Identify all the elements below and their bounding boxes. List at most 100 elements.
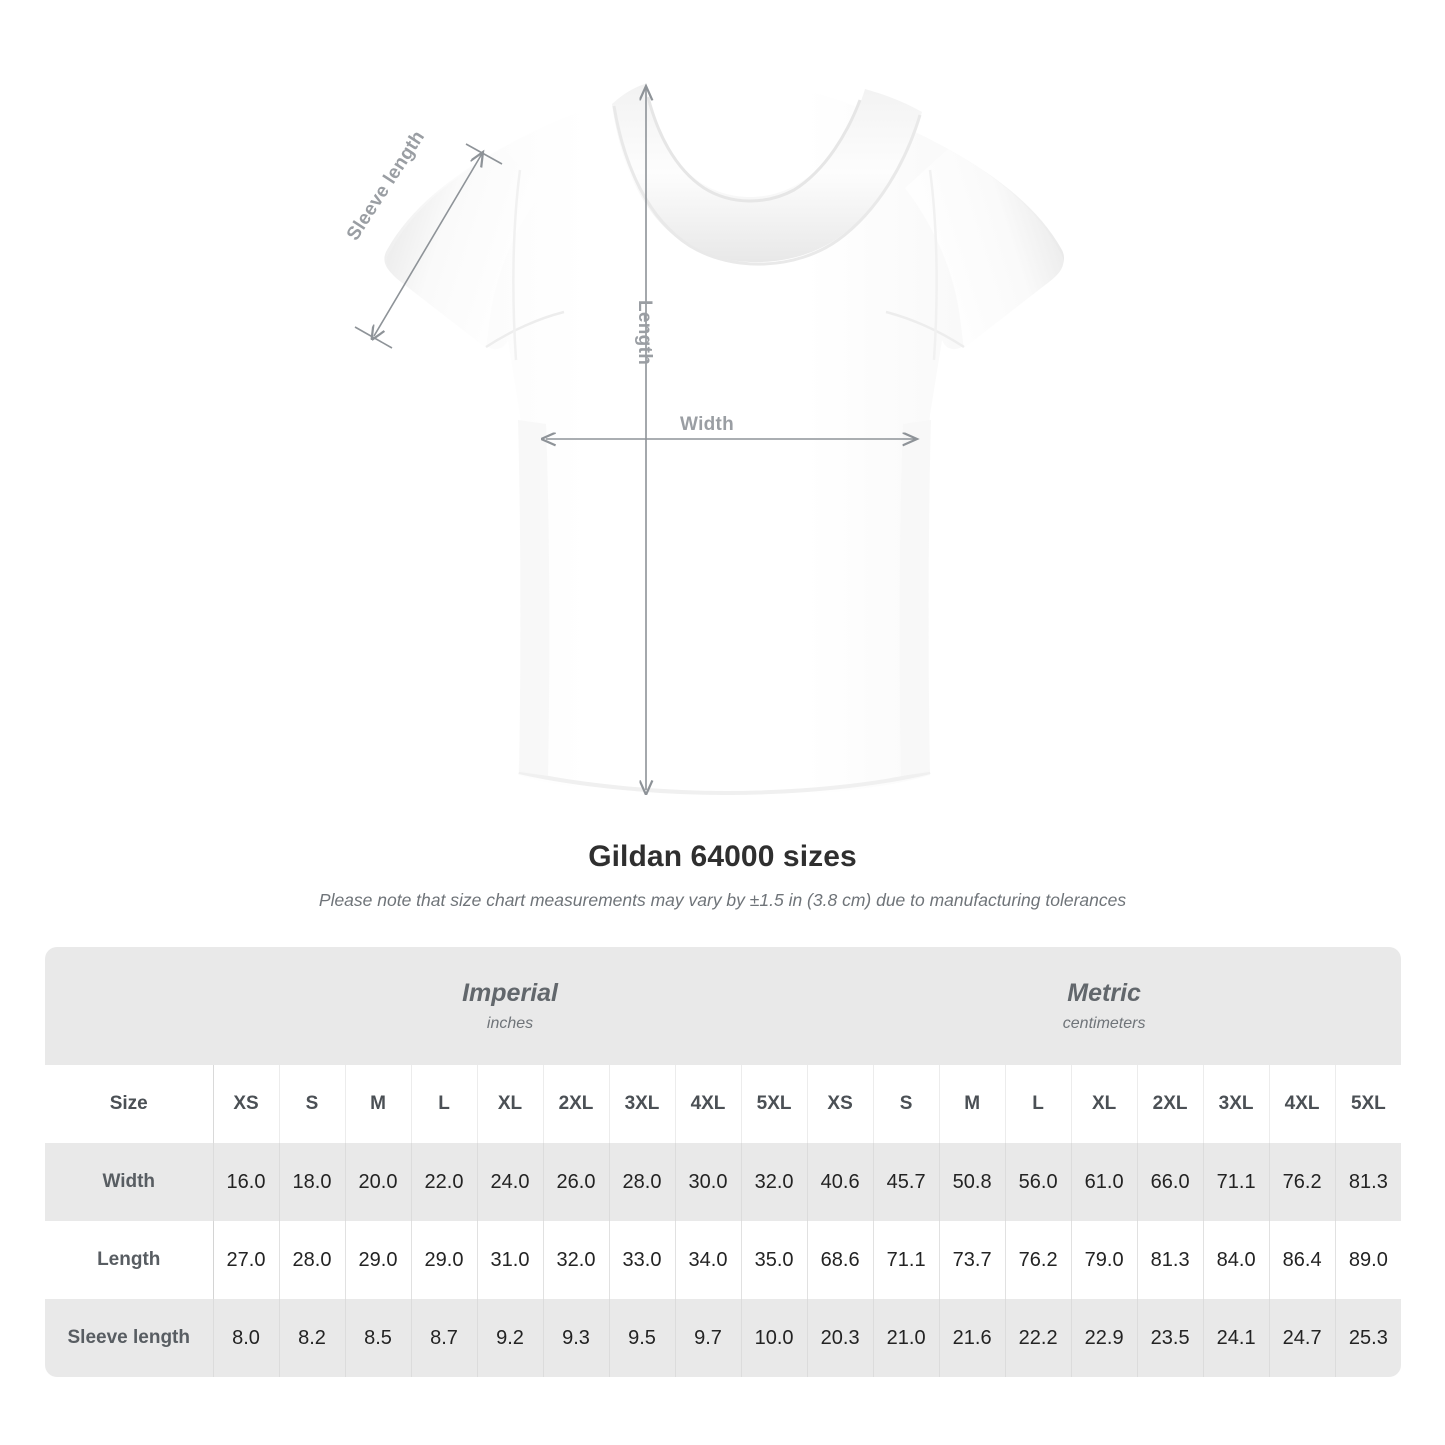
table-corner-cell: [45, 947, 213, 1065]
table-row: Width 16.0 18.0 20.0 22.0 24.0 26.0 28.0 30.0 32.…: [45, 1143, 1402, 1221]
measurement-value-cell: 9.3: [543, 1299, 610, 1377]
measurement-value-cell: 86.4: [1269, 1221, 1336, 1299]
measurement-value-cell: 84.0: [1203, 1221, 1270, 1299]
measurement-value-cell: 20.3: [807, 1299, 874, 1377]
size-header-cell: M: [345, 1065, 412, 1143]
measurement-value-cell: 33.0: [609, 1221, 676, 1299]
measurement-value-cell: 73.7: [939, 1221, 1006, 1299]
size-header-cell: S: [873, 1065, 940, 1143]
measurement-value-cell: 56.0: [1005, 1143, 1072, 1221]
table-row: Length 27.0 28.0 29.0 29.0 31.0 32.0 33.0 34.0 35…: [45, 1221, 1402, 1299]
tolerance-note: Please note that size chart measurements…: [318, 890, 1127, 910]
measurement-arrows: [354, 86, 917, 790]
measurement-value-cell: 21.0: [873, 1299, 940, 1377]
measurement-value-cell: 50.8: [939, 1143, 1006, 1221]
measurement-value-cell: 29.0: [345, 1221, 412, 1299]
size-header-cell: L: [411, 1065, 478, 1143]
measurement-value-cell: 21.6: [939, 1299, 1006, 1377]
measurement-value-cell: 24.0: [477, 1143, 544, 1221]
size-header-cell: 5XL: [1335, 1065, 1402, 1143]
size-header-cell: 5XL: [741, 1065, 808, 1143]
measurement-row-label: Length: [45, 1221, 214, 1299]
measurement-value-cell: 35.0: [741, 1221, 808, 1299]
size-header-cell: 2XL: [1137, 1065, 1204, 1143]
measurement-value-cell: 8.7: [411, 1299, 478, 1377]
size-header-cell: XL: [477, 1065, 544, 1143]
measurement-value-cell: 81.3: [1335, 1143, 1402, 1221]
measurement-value-cell: 32.0: [543, 1221, 610, 1299]
measurement-value-cell: 71.1: [873, 1221, 940, 1299]
sleeve-tick-top: [465, 143, 503, 165]
measurement-value-cell: 32.0: [741, 1143, 808, 1221]
measurement-value-cell: 61.0: [1071, 1143, 1138, 1221]
measurement-value-cell: 31.0: [477, 1221, 544, 1299]
measurement-value-cell: 68.6: [807, 1221, 874, 1299]
measurement-value-cell: 71.1: [1203, 1143, 1270, 1221]
measurement-value-cell: 25.3: [1335, 1299, 1402, 1377]
size-chart-container: Imperial inches Metric centimeters Size XS S M L…: [45, 947, 1402, 1377]
measurement-value-cell: 81.3: [1137, 1221, 1204, 1299]
unit-group-header-row: Imperial inches Metric centimeters: [45, 947, 1402, 1065]
unit-group-header-imperial: Imperial inches: [213, 947, 808, 1065]
size-header-cell: 4XL: [1269, 1065, 1336, 1143]
measurement-value-cell: 76.2: [1005, 1221, 1072, 1299]
sleeve-tick-bottom: [354, 326, 393, 349]
size-header-cell: M: [939, 1065, 1006, 1143]
measurement-value-cell: 28.0: [279, 1221, 346, 1299]
measurement-value-cell: 66.0: [1137, 1143, 1204, 1221]
length-label: Length: [634, 300, 655, 366]
size-chart-table: Imperial inches Metric centimeters Size XS S M L…: [45, 947, 1402, 1377]
measurement-value-cell: 16.0: [213, 1143, 280, 1221]
size-header-cell: 4XL: [675, 1065, 742, 1143]
measurement-row-label: Width: [45, 1143, 214, 1221]
size-header-cell: 3XL: [609, 1065, 676, 1143]
measurement-value-cell: 24.7: [1269, 1299, 1336, 1377]
measurement-value-cell: 29.0: [411, 1221, 478, 1299]
size-header-cell: XS: [807, 1065, 874, 1143]
measurement-value-cell: 9.7: [675, 1299, 742, 1377]
measurement-value-cell: 22.2: [1005, 1299, 1072, 1377]
measurement-value-cell: 34.0: [675, 1221, 742, 1299]
size-header-cell: S: [279, 1065, 346, 1143]
measurement-value-cell: 8.0: [213, 1299, 280, 1377]
measurement-value-cell: 9.5: [609, 1299, 676, 1377]
width-label: Width: [680, 414, 735, 435]
size-header-cell: L: [1005, 1065, 1072, 1143]
unit-group-name: Imperial: [462, 979, 558, 1008]
measurement-value-cell: 27.0: [213, 1221, 280, 1299]
measurement-value-cell: 8.5: [345, 1299, 412, 1377]
measurement-value-cell: 28.0: [609, 1143, 676, 1221]
measurement-value-cell: 24.1: [1203, 1299, 1270, 1377]
sleeve-arrow: [374, 152, 483, 336]
page-title: Gildan 64000 sizes: [588, 840, 857, 873]
size-header-cell: XS: [213, 1065, 280, 1143]
measurement-value-cell: 76.2: [1269, 1143, 1336, 1221]
tshirt-measurement-diagram: Sleeve length Length Width: [343, 80, 1065, 798]
measurement-value-cell: 30.0: [675, 1143, 742, 1221]
measurement-value-cell: 26.0: [543, 1143, 610, 1221]
tshirt-illustration: [354, 80, 1065, 798]
measurement-value-cell: 79.0: [1071, 1221, 1138, 1299]
size-header-cell: 3XL: [1203, 1065, 1270, 1143]
measurement-value-cell: 22.0: [411, 1143, 478, 1221]
size-header-cell: XL: [1071, 1065, 1138, 1143]
measurement-value-cell: 89.0: [1335, 1221, 1402, 1299]
measurement-value-cell: 45.7: [873, 1143, 940, 1221]
measurement-value-cell: 18.0: [279, 1143, 346, 1221]
measurement-value-cell: 9.2: [477, 1299, 544, 1377]
unit-group-subtitle: inches: [486, 1014, 534, 1032]
size-column-header: Size: [45, 1065, 214, 1143]
measurement-value-cell: 8.2: [279, 1299, 346, 1377]
measurement-value-cell: 10.0: [741, 1299, 808, 1377]
unit-group-subtitle: centimeters: [1062, 1014, 1146, 1032]
unit-group-header-metric: Metric centimeters: [807, 947, 1402, 1065]
measurement-row-label: Sleeve length: [45, 1299, 214, 1377]
chart-header: Gildan 64000 sizes Please note that size…: [0, 840, 1445, 911]
measurement-value-cell: 22.9: [1071, 1299, 1138, 1377]
unit-group-name: Metric: [1067, 979, 1141, 1008]
table-row: Sleeve length 8.0 8.2 8.5 8.7 9.2 9.3 9.5 9.7 10.…: [45, 1299, 1402, 1377]
size-header-cell: 2XL: [543, 1065, 610, 1143]
measurement-value-cell: 40.6: [807, 1143, 874, 1221]
measurement-value-cell: 23.5: [1137, 1299, 1204, 1377]
size-header-row: Size XS S M L XL 2XL 3XL 4XL 5XL XS S M L XL 2XL 3XL 4XL 5…: [45, 1065, 1402, 1143]
